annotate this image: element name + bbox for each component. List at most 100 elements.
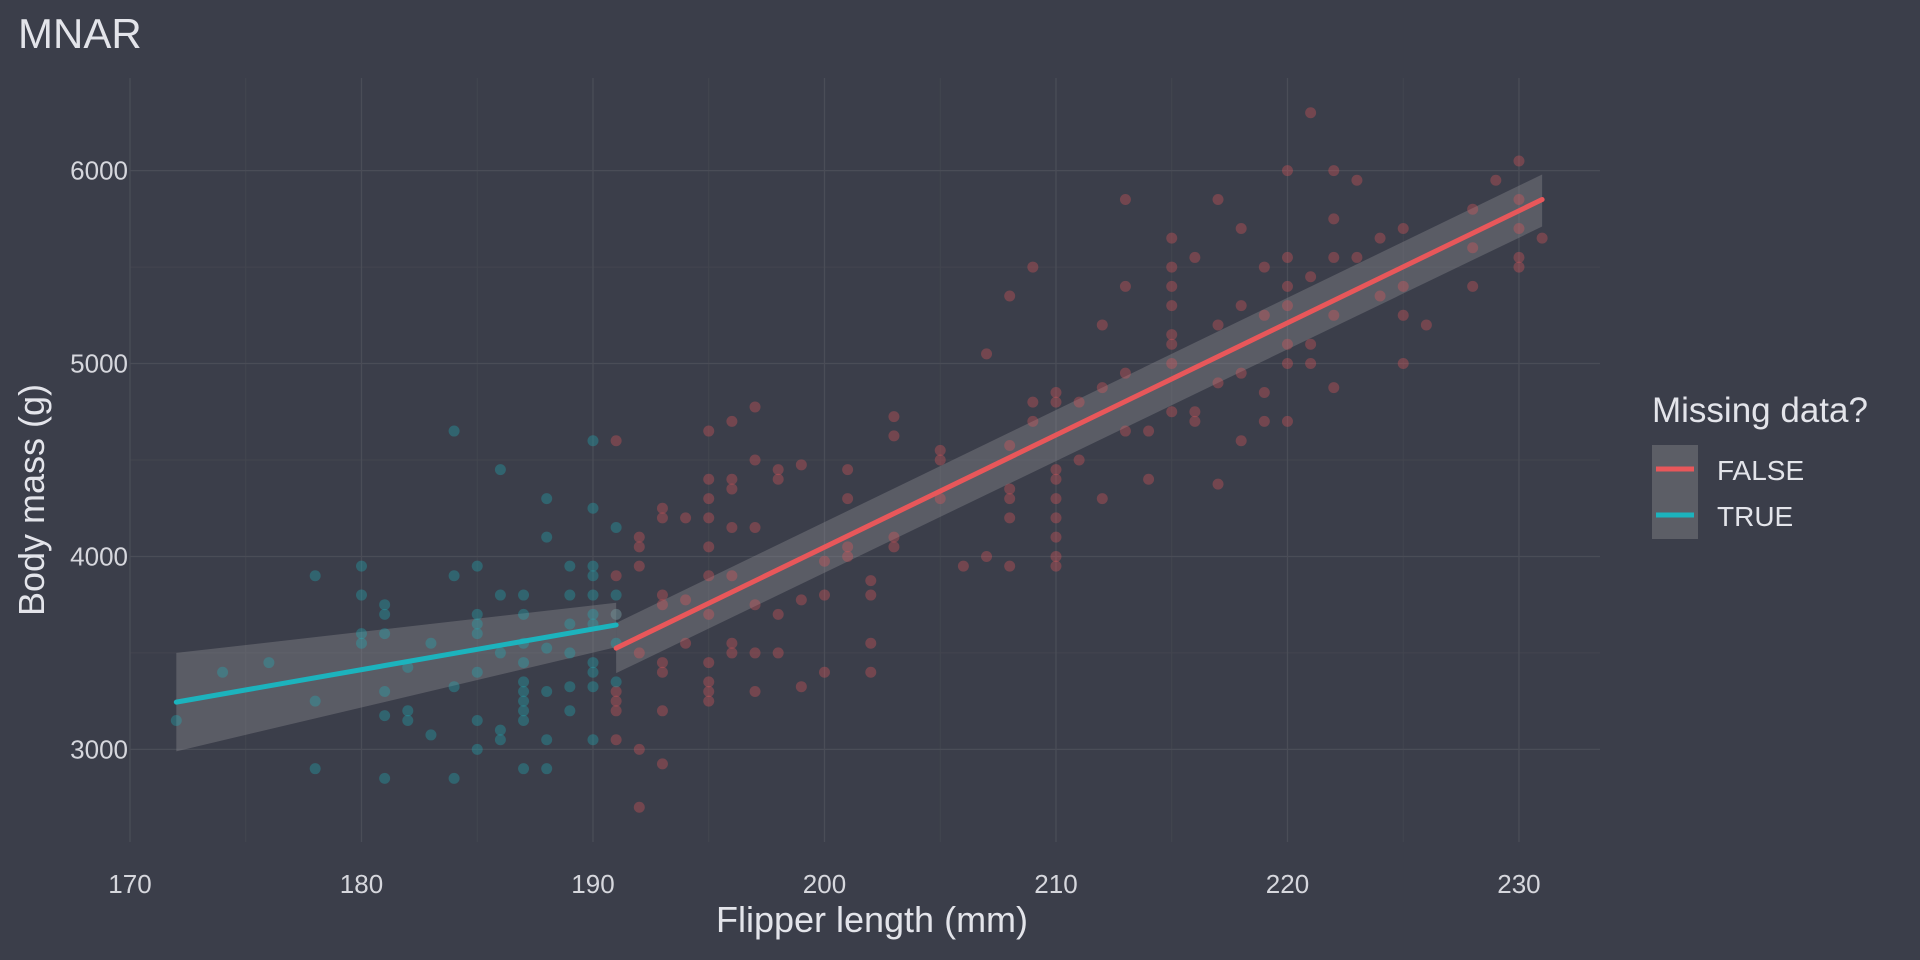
data-point-true <box>263 657 275 669</box>
data-point-false <box>656 758 668 770</box>
data-point-true <box>587 681 599 693</box>
data-point-true <box>494 734 506 746</box>
data-point-true <box>355 589 367 601</box>
x-tick-label: 220 <box>1266 869 1309 899</box>
data-point-false <box>656 705 668 717</box>
data-point-false <box>1166 232 1178 244</box>
data-point-true <box>587 502 599 514</box>
data-point-false <box>633 541 645 553</box>
data-point-false <box>1490 174 1502 186</box>
x-tick-label: 230 <box>1497 869 1540 899</box>
data-point-false <box>633 801 645 813</box>
data-point-false <box>1189 406 1201 418</box>
x-tick-label: 200 <box>803 869 846 899</box>
data-point-true <box>518 657 530 669</box>
data-point-true <box>448 772 460 784</box>
data-point-true <box>518 589 530 601</box>
data-point-true <box>471 628 483 640</box>
data-point-true <box>564 647 576 659</box>
data-point-false <box>1119 425 1131 437</box>
data-point-true <box>564 589 576 601</box>
data-point-false <box>1004 440 1016 452</box>
data-point-false <box>1212 377 1224 389</box>
data-point-true <box>541 493 553 505</box>
x-axis-ticks: 170 180 190 200 210 220 230 <box>108 869 1540 899</box>
x-tick-label: 190 <box>571 869 614 899</box>
data-point-false <box>703 686 715 698</box>
data-point-true <box>471 743 483 755</box>
data-point-false <box>1235 367 1247 379</box>
data-point-true <box>379 710 391 722</box>
data-point-false <box>957 560 969 572</box>
data-point-true <box>355 628 367 640</box>
data-point-false <box>1119 194 1131 206</box>
data-point-false <box>610 695 622 707</box>
data-point-true <box>587 435 599 447</box>
data-point-false <box>749 454 761 466</box>
data-point-false <box>1281 251 1293 263</box>
data-point-false <box>749 686 761 698</box>
y-axis-label: Body mass (g) <box>11 384 52 616</box>
data-point-true <box>448 570 460 582</box>
data-point-false <box>1166 300 1178 312</box>
data-point-true <box>564 681 576 693</box>
y-tick-label: 3000 <box>70 734 128 764</box>
data-point-false <box>1004 560 1016 572</box>
data-point-false <box>1212 319 1224 331</box>
data-point-false <box>1513 194 1525 206</box>
data-point-false <box>1004 483 1016 495</box>
data-point-true <box>494 724 506 736</box>
data-point-false <box>1050 493 1062 505</box>
data-point-true <box>518 714 530 726</box>
data-point-false <box>1258 309 1270 321</box>
data-point-false <box>772 473 784 485</box>
data-point-false <box>795 459 807 471</box>
data-point-false <box>1328 213 1340 225</box>
data-point-false <box>1189 251 1201 263</box>
data-point-true <box>610 589 622 601</box>
data-point-true <box>610 676 622 688</box>
data-point-true <box>587 734 599 746</box>
data-point-false <box>633 560 645 572</box>
data-point-false <box>1166 338 1178 350</box>
data-point-false <box>795 594 807 606</box>
data-point-false <box>1166 358 1178 370</box>
data-point-true <box>217 666 229 678</box>
data-point-false <box>1397 309 1409 321</box>
data-point-false <box>1281 165 1293 177</box>
legend-label-true: TRUE <box>1717 501 1793 532</box>
gridlines <box>129 78 1600 842</box>
data-point-true <box>402 661 414 673</box>
data-point-false <box>1050 550 1062 562</box>
data-point-true <box>541 686 553 698</box>
data-point-false <box>1258 261 1270 273</box>
data-point-true <box>587 570 599 582</box>
data-point-true <box>494 589 506 601</box>
data-point-true <box>587 589 599 601</box>
data-point-false <box>1258 415 1270 427</box>
data-point-false <box>865 589 877 601</box>
data-point-false <box>703 676 715 688</box>
data-point-true <box>471 666 483 678</box>
legend-key-background <box>1652 445 1698 539</box>
data-point-false <box>1143 473 1155 485</box>
data-point-false <box>1004 290 1016 302</box>
data-point-false <box>703 425 715 437</box>
data-point-false <box>726 483 738 495</box>
data-point-false <box>772 464 784 476</box>
data-point-false <box>1513 155 1525 167</box>
data-point-false <box>888 411 900 423</box>
data-point-false <box>1328 251 1340 263</box>
data-point-true <box>309 695 321 707</box>
data-point-true <box>564 705 576 717</box>
data-point-true <box>587 666 599 678</box>
data-point-false <box>865 575 877 587</box>
data-point-false <box>818 666 830 678</box>
data-point-false <box>842 541 854 553</box>
x-tick-label: 170 <box>108 869 151 899</box>
data-point-false <box>680 512 692 524</box>
data-point-false <box>1166 406 1178 418</box>
data-point-true <box>541 642 553 654</box>
data-point-false <box>633 647 645 659</box>
data-point-false <box>1467 242 1479 254</box>
